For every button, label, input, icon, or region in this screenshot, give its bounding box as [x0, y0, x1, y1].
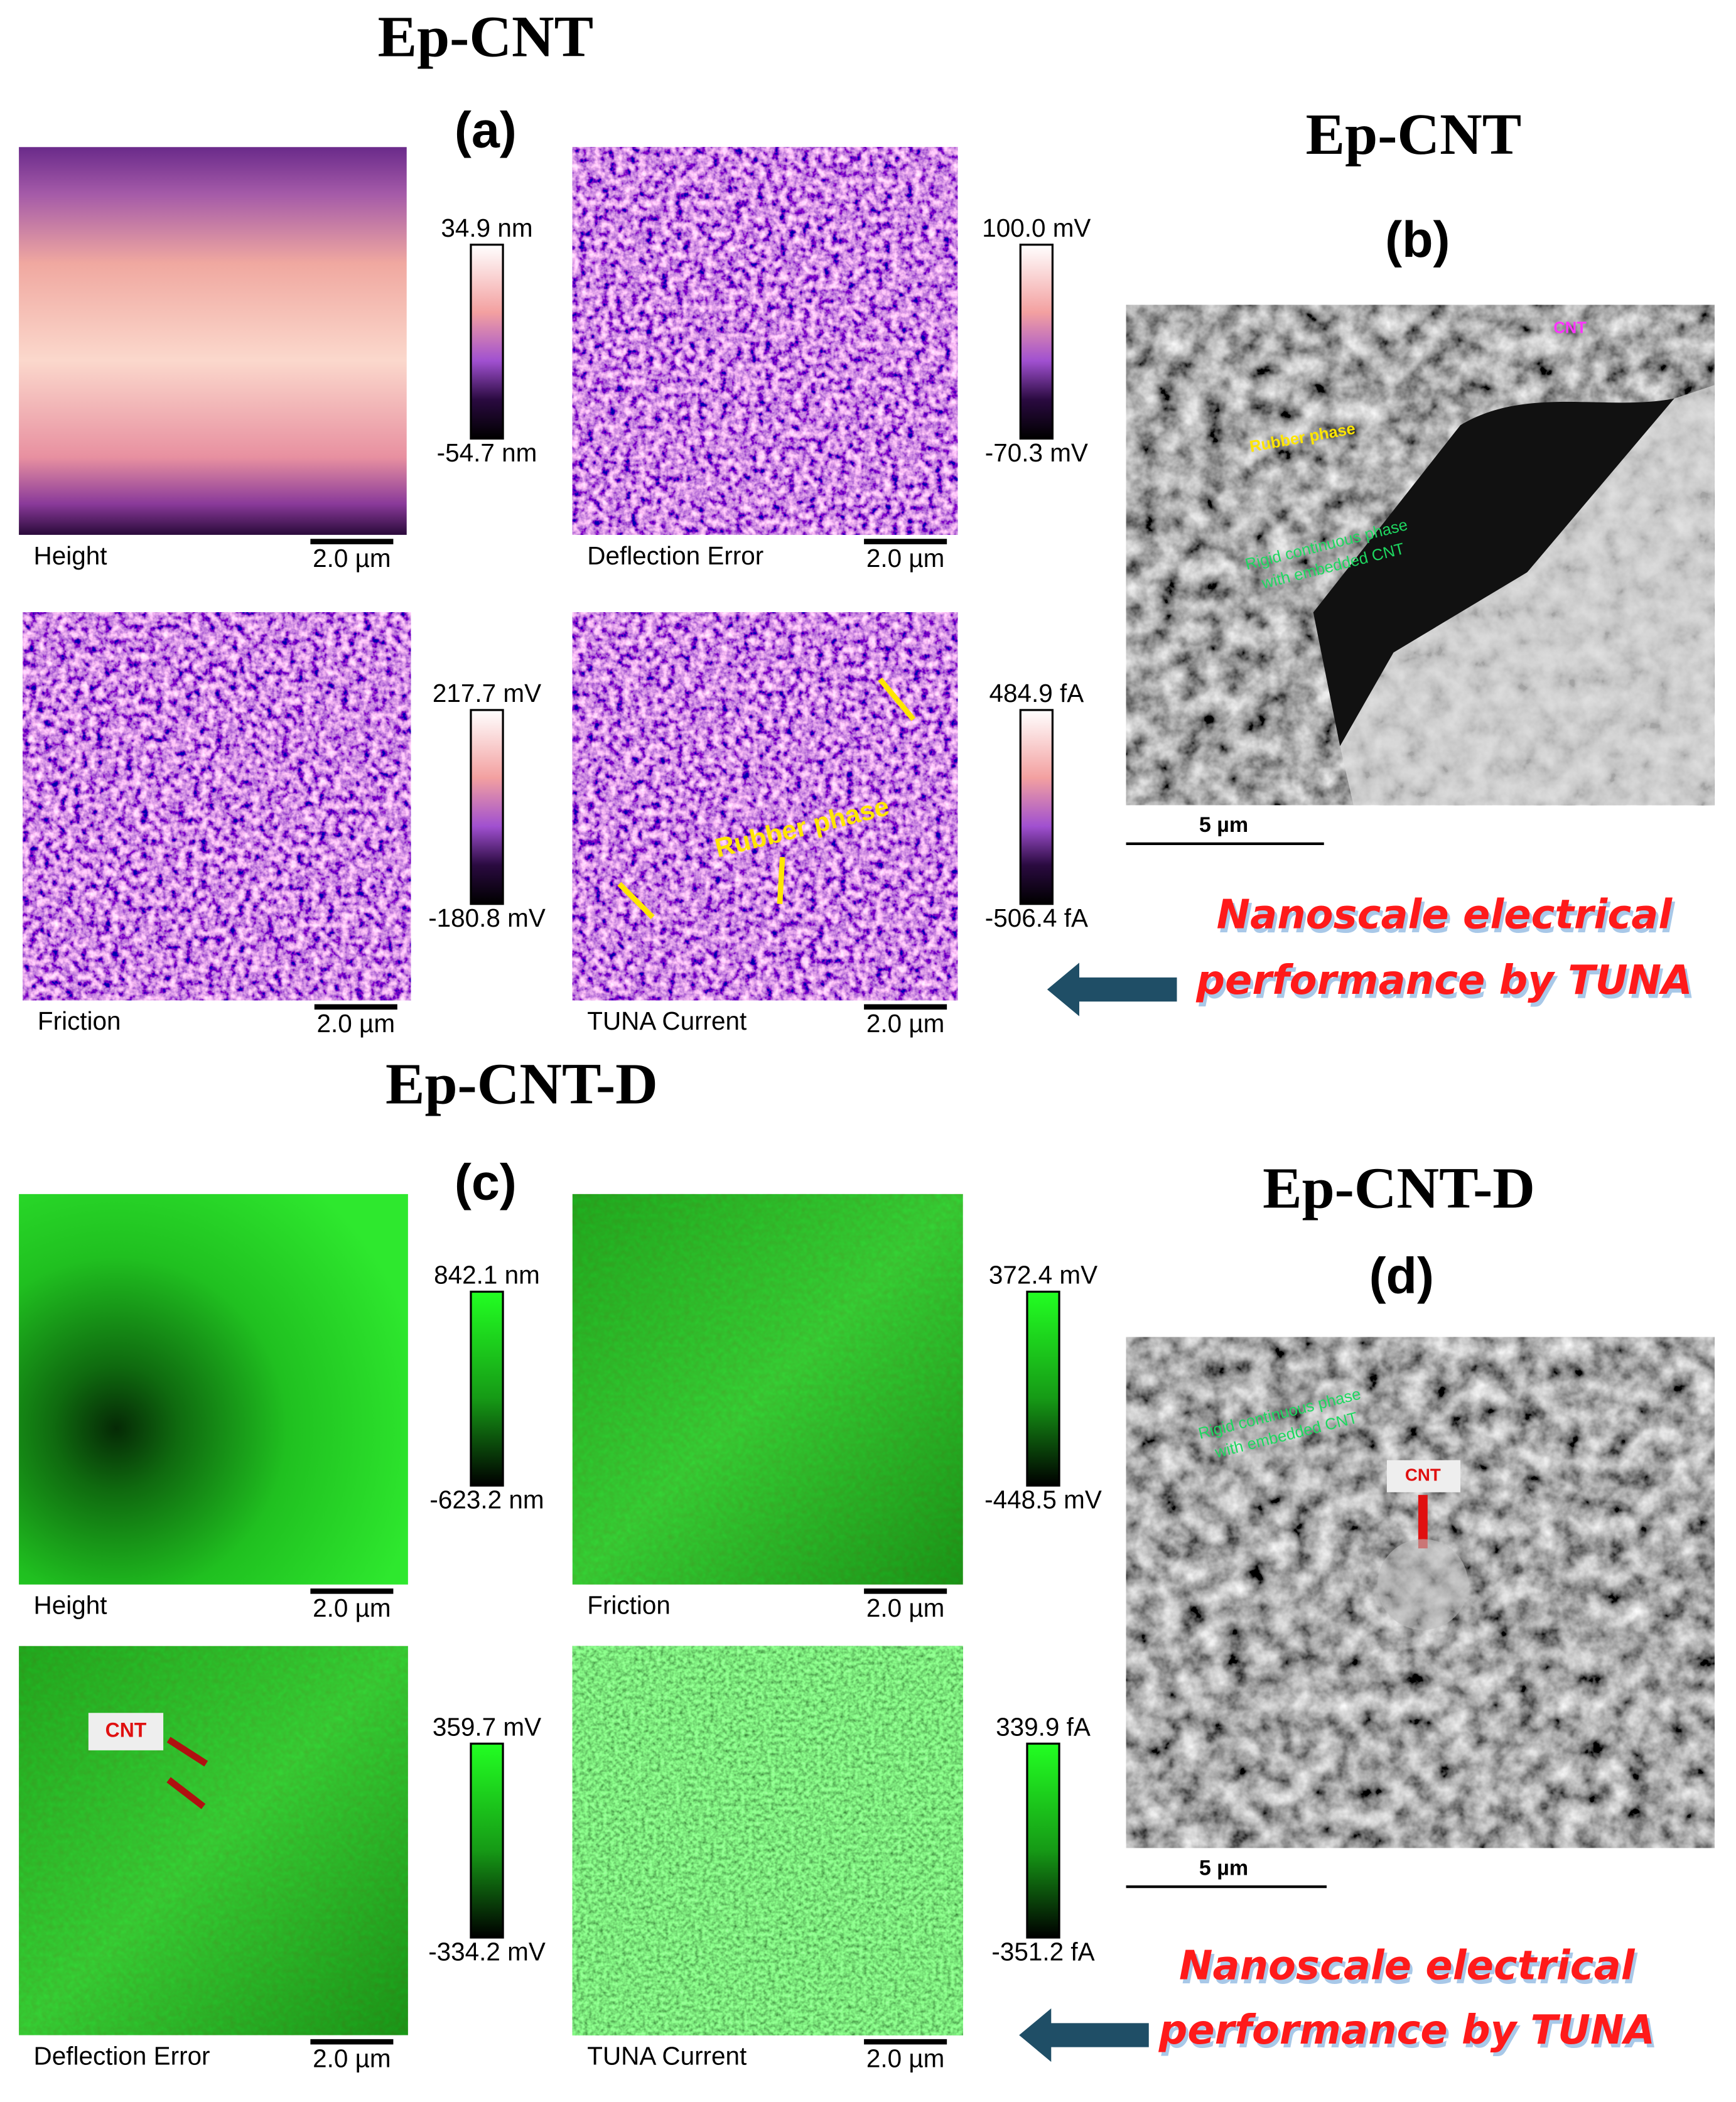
afm-texture: [23, 612, 411, 1001]
annotation-arrow: [166, 1737, 208, 1767]
color-bar-min: -623.2 nm: [429, 1485, 544, 1514]
color-bar: [1026, 1290, 1060, 1487]
color-bar-min: -448.5 mV: [984, 1485, 1102, 1514]
afm-texture: [572, 612, 958, 1001]
image-caption: Friction: [38, 1006, 121, 1035]
scale-bar-label: 5 µm: [1199, 1856, 1248, 1880]
fracture-surface: [1340, 385, 1715, 806]
color-bar-min: -506.4 fA: [985, 903, 1088, 932]
note: performance by TUNA: [1195, 957, 1692, 1004]
annotation-arrow: [166, 1777, 206, 1809]
note: performance by TUNA: [1158, 2007, 1655, 2054]
scale-bar-label: 2.0 µm: [866, 1009, 944, 1038]
image-caption: Deflection Error: [587, 541, 763, 570]
color-bar: [470, 709, 504, 905]
note: Nanoscale electrical: [1217, 892, 1673, 939]
section-title: Ep-CNT: [378, 5, 594, 70]
annotation-arrow: [617, 881, 655, 920]
scale-bar-label: 2.0 µm: [866, 1593, 944, 1622]
image-caption: TUNA Current: [587, 2041, 747, 2070]
section-title: Ep-CNT-D: [385, 1052, 658, 1116]
pointer-arrow: [1019, 2008, 1149, 2062]
annotation-box: [88, 1713, 164, 1750]
color-bar-min: -334.2 mV: [428, 1937, 546, 1966]
panel-label: (a): [455, 102, 517, 158]
sem-title: Ep-CNT-D: [1263, 1156, 1535, 1221]
note-shadow: Nanoscale electrical: [1182, 1947, 1638, 1993]
sem-annotation: CNT: [1553, 320, 1587, 337]
note-shadow: Nanoscale electrical: [1219, 896, 1676, 942]
panel-label: (c): [455, 1154, 517, 1210]
color-bar-max: 372.4 mV: [989, 1261, 1097, 1290]
sem-annotation: CNT: [1405, 1465, 1441, 1485]
color-bar: [470, 244, 504, 440]
annotation-arrow: [878, 677, 916, 721]
scale-bar-label: 2.0 µm: [313, 2044, 391, 2073]
afm-texture: [572, 1646, 963, 2035]
color-bar-max: 842.1 nm: [434, 1261, 540, 1290]
cnt-cluster: [1377, 1539, 1469, 1630]
color-bar: [1019, 709, 1054, 905]
fracture-gap: [1313, 398, 1674, 746]
color-bar-min: -180.8 mV: [428, 903, 546, 932]
note: Nanoscale electrical: [1179, 1943, 1636, 1990]
image-caption: Height: [34, 541, 107, 570]
scale-bar-label: 2.0 µm: [317, 1009, 395, 1038]
scale-bar-label: 2.0 µm: [313, 1593, 391, 1622]
scale-bar-label: 5 µm: [1199, 813, 1248, 837]
afm-image: [19, 147, 407, 535]
color-bar: [1019, 244, 1054, 440]
sem-title: Ep-CNT: [1306, 102, 1522, 167]
color-bar-max: 484.9 fA: [989, 679, 1084, 708]
color-bar-max: 359.7 mV: [433, 1712, 541, 1741]
color-bar-min: -351.2 fA: [991, 1937, 1094, 1966]
afm-texture: [572, 147, 958, 535]
afm-texture: [19, 1646, 408, 2035]
annotation: CNT: [105, 1718, 147, 1741]
image-caption: TUNA Current: [587, 1006, 747, 1035]
annotation-arrow: [777, 856, 785, 904]
image-caption: Height: [34, 1591, 107, 1620]
image-caption: Friction: [587, 1591, 671, 1620]
color-bar: [470, 1290, 504, 1487]
afm-image: [19, 1194, 408, 1585]
scale-bar-label: 2.0 µm: [866, 2044, 944, 2073]
image-caption: Deflection Error: [34, 2041, 210, 2070]
color-bar-max: 34.9 nm: [441, 213, 532, 242]
color-bar-max: 339.9 fA: [996, 1712, 1091, 1741]
scale-bar-label: 2.0 µm: [866, 544, 944, 573]
afm-texture: [572, 1194, 963, 1585]
panel-label: (d): [1369, 1248, 1434, 1305]
note-shadow: performance by TUNA: [1161, 2011, 1658, 2057]
color-bar-max: 217.7 mV: [433, 679, 541, 708]
note-shadow: performance by TUNA: [1199, 961, 1695, 1008]
color-bar: [1026, 1742, 1060, 1939]
color-bar-max: 100.0 mV: [982, 213, 1091, 242]
color-bar-min: -70.3 mV: [985, 438, 1088, 467]
pointer-arrow: [1047, 962, 1177, 1016]
annotation-box: [1386, 1460, 1460, 1492]
color-bar: [470, 1742, 504, 1939]
color-bar-min: -54.7 nm: [437, 438, 537, 467]
panel-label: (b): [1385, 212, 1450, 268]
scale-bar-label: 2.0 µm: [313, 544, 391, 573]
